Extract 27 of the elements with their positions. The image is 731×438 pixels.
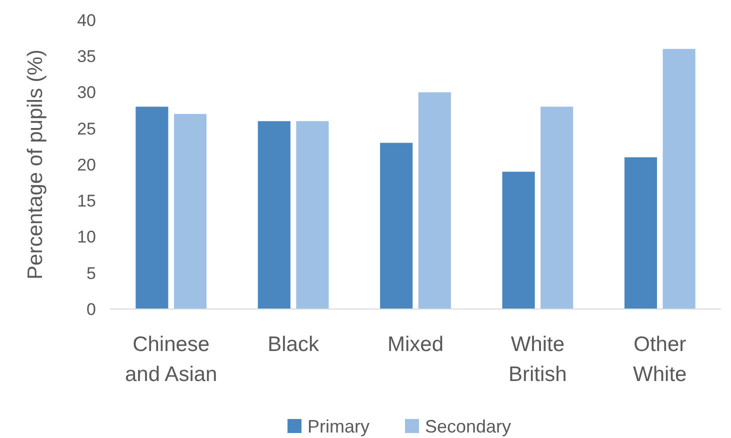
y-tick-label: 0 [86,300,96,319]
y-tick-label: 5 [86,264,96,283]
x-tick-label: Black [268,333,320,356]
y-tick-label: 15 [77,192,96,211]
y-tick-label: 40 [77,10,96,30]
legend-label: Secondary [425,416,512,436]
x-tick-label: White British [508,333,567,386]
x-tick-label: Chinese and Asian [124,333,218,386]
y-axis-title: Percentage of pupils (%) [24,50,47,280]
bar [662,48,696,309]
bar [502,172,535,309]
y-tick-label: 10 [77,228,96,247]
bar [418,92,451,309]
y-tick-label: 20 [77,155,96,174]
bar [136,106,168,309]
y-tick-label: 35 [77,47,96,66]
bar [296,121,329,309]
bar [540,106,574,309]
x-tick-label: Mixed [387,333,444,356]
y-tick-label: 25 [77,119,96,138]
y-tick-label: 30 [77,83,96,102]
bar [174,114,207,309]
legend-label: Primary [308,416,370,436]
bar [258,121,290,309]
bar [380,142,413,309]
bar [624,157,658,309]
x-tick-label: Other White [633,333,687,386]
